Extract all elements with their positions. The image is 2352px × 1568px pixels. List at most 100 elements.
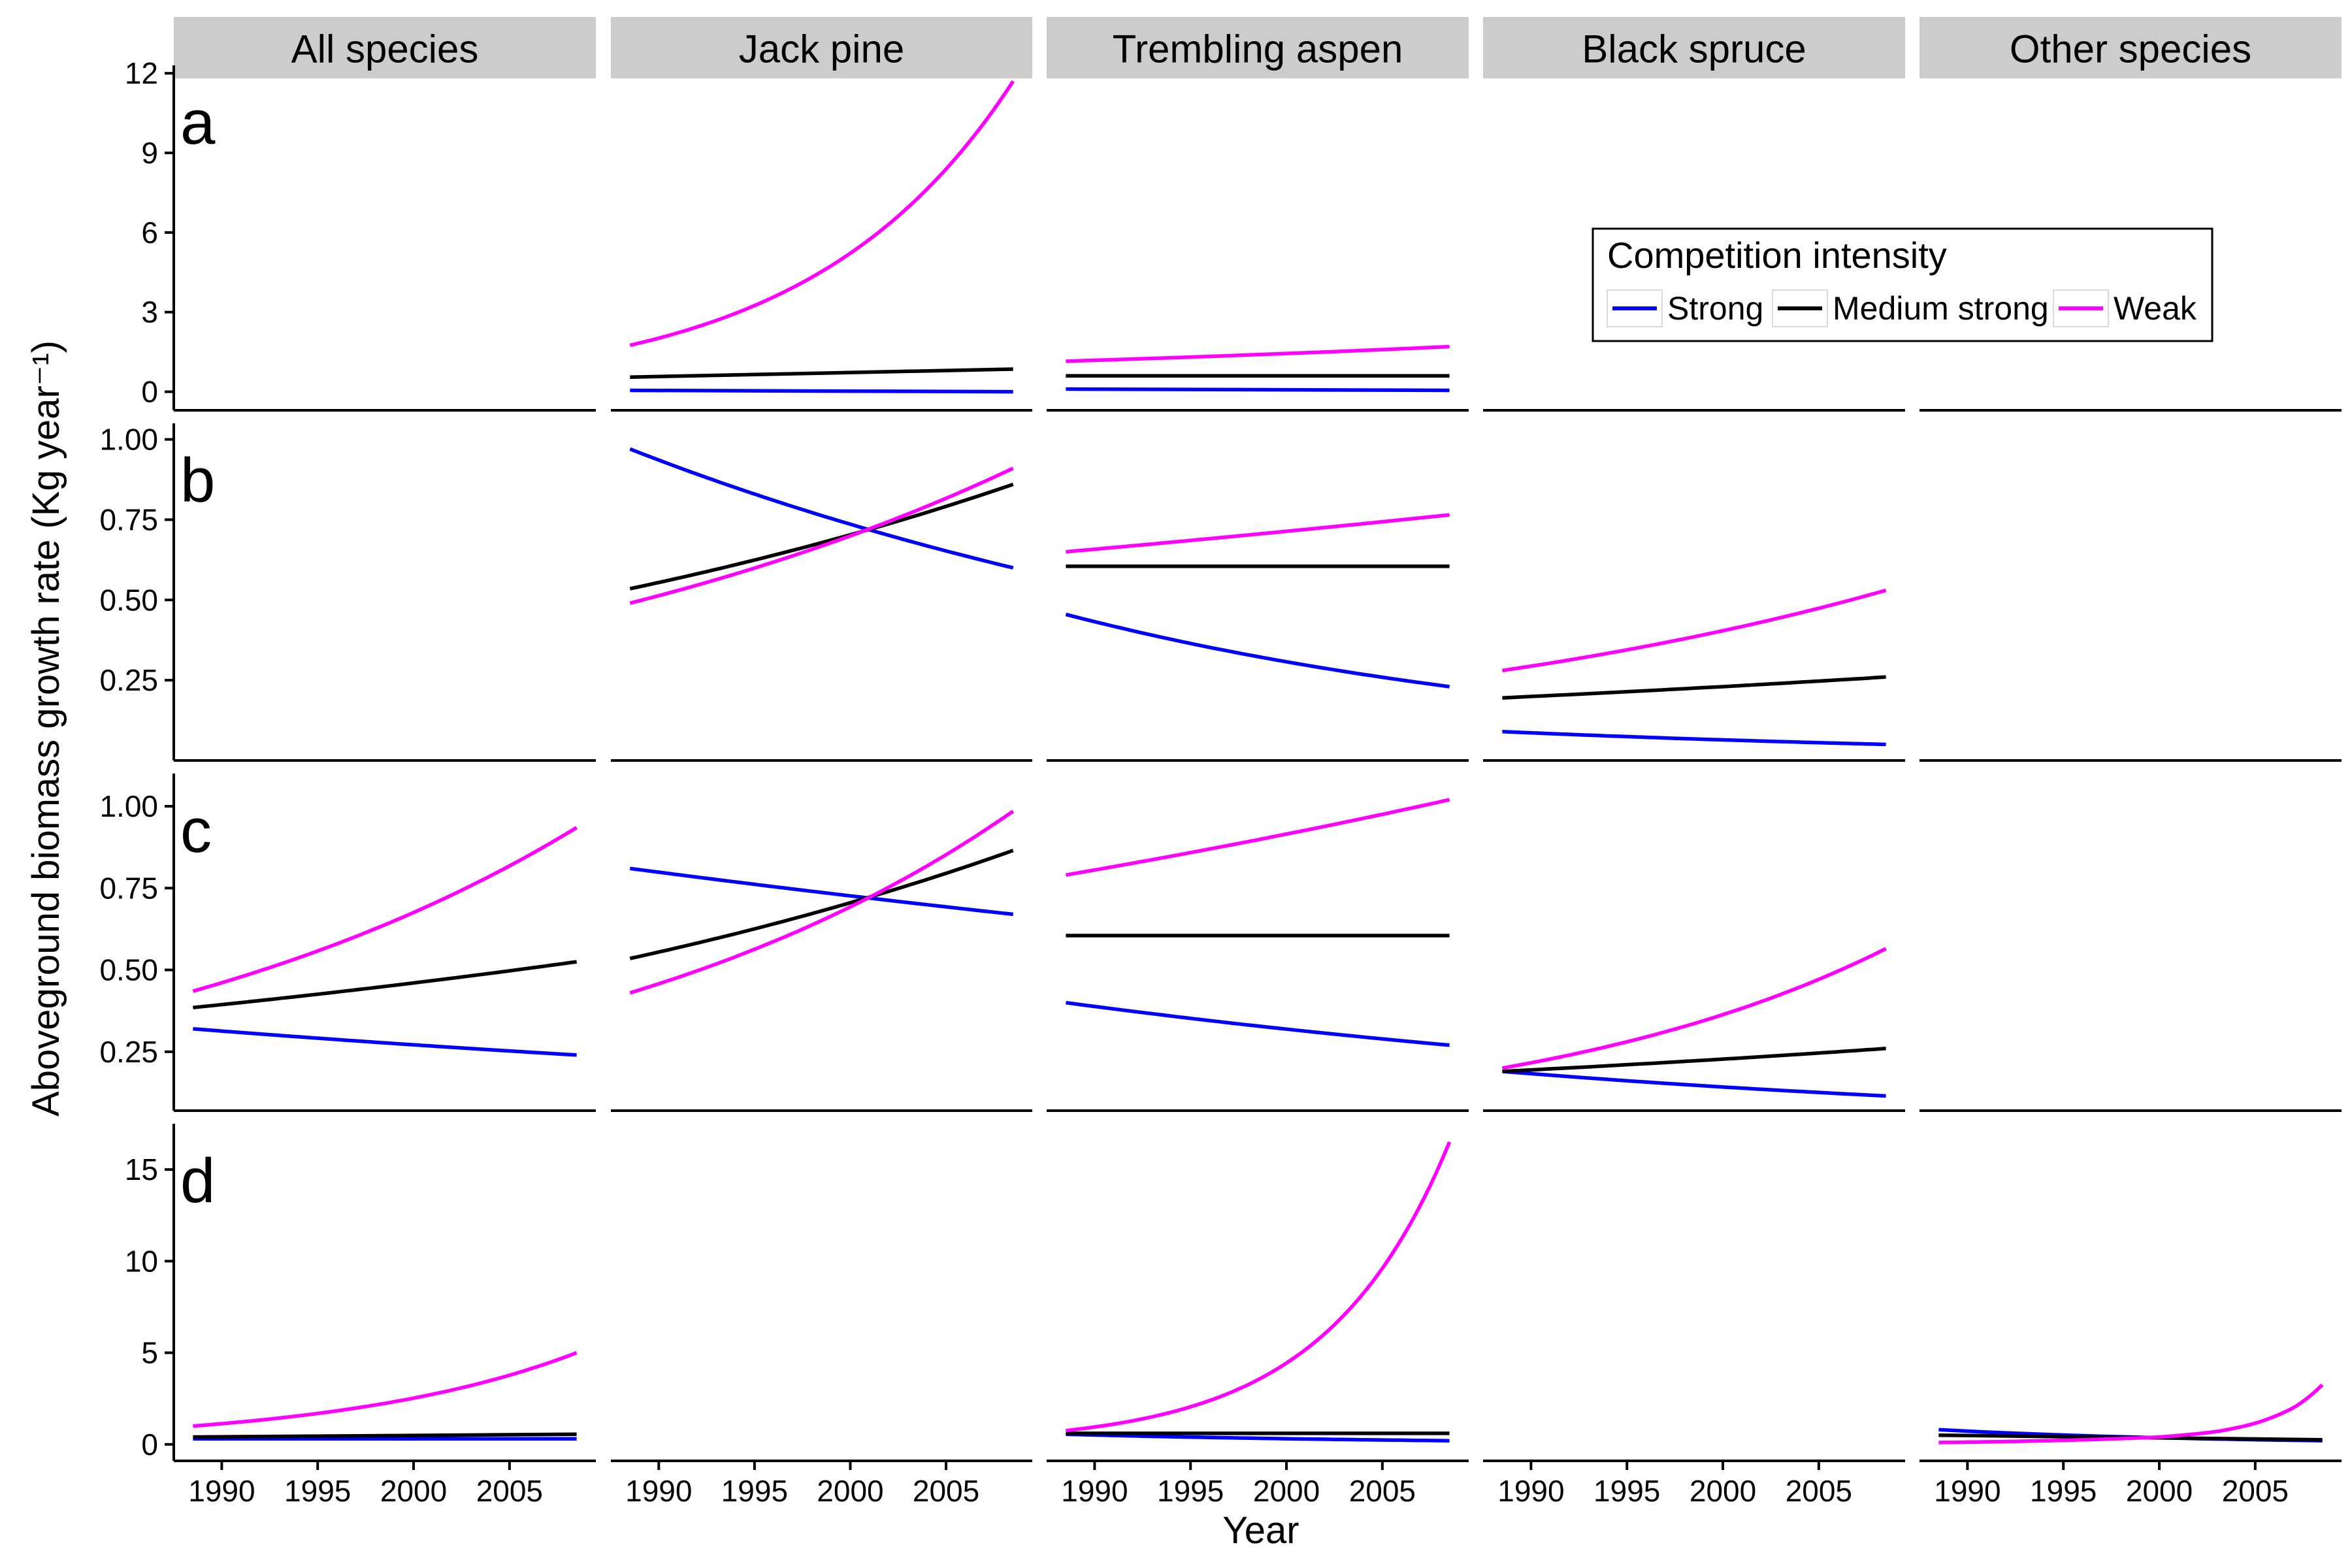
series-line-strong <box>1502 1070 1886 1098</box>
y-tick-label: 0.50 <box>99 583 158 617</box>
x-tick-label: 2005 <box>1349 1474 1416 1508</box>
panel-c-0 <box>174 826 596 1112</box>
facet-panels: a 0 3 6 9 12 b 0.25 0.50 0.75 1.00 c 0.25 0.50 0.75 1.0… <box>99 56 2342 1508</box>
x-tick-label: 2005 <box>1786 1474 1852 1508</box>
x-tick-label: 1990 <box>1061 1474 1128 1508</box>
y-tick-label: 12 <box>125 56 158 90</box>
y-tick-label: 5 <box>141 1336 158 1370</box>
x-tick-label: 1990 <box>188 1474 255 1508</box>
facet-strip-label: Other species <box>2010 27 2251 71</box>
y-tick-label: 10 <box>125 1244 158 1278</box>
panel-d-3: 1990 1995 2000 2005 <box>1483 1460 1905 1508</box>
y-tick-label: 0.75 <box>99 502 158 536</box>
panel-b-1 <box>611 447 1032 762</box>
series-line-weak <box>1501 588 1887 673</box>
facet-strip-label: Jack pine <box>739 27 904 71</box>
series-line-weak <box>1501 947 1887 1070</box>
y-axis: 0 3 6 9 12 <box>125 56 175 410</box>
x-tick-label: 1995 <box>2030 1474 2097 1508</box>
panel-a-1 <box>611 80 1032 412</box>
x-tick-label: 2005 <box>2222 1474 2289 1508</box>
legend-label-weak: Weak <box>2114 290 2197 327</box>
series-line-strong <box>1066 1000 1450 1047</box>
series-line-strong <box>193 1027 577 1057</box>
x-tick-label: 2000 <box>817 1474 883 1508</box>
x-tick-label: 2005 <box>476 1474 543 1508</box>
series-line-strong <box>1065 612 1450 689</box>
y-tick-label: 0.25 <box>99 663 158 697</box>
facet-strips: All species Jack pine Trembling aspen Black… <box>174 17 2342 78</box>
panel-c-1 <box>611 809 1032 1112</box>
series-line-medium <box>1502 1047 1886 1073</box>
y-tick-label: 0.75 <box>99 871 158 905</box>
legend-label-medium: Medium strong <box>1833 290 2049 327</box>
y-axis: 0 5 10 15 <box>125 1124 175 1462</box>
x-tick-label: 2005 <box>913 1474 979 1508</box>
series-line-weak <box>1066 1141 1452 1433</box>
x-tick-label: 1995 <box>1157 1474 1224 1508</box>
x-tick-label: 2000 <box>380 1474 447 1508</box>
facet-strip-bg <box>1047 17 1469 78</box>
x-tick-label: 2000 <box>1690 1474 1756 1508</box>
x-tick-label: 1990 <box>625 1474 692 1508</box>
facet-strip-bg <box>1919 17 2342 78</box>
legend-label-strong: Strong <box>1667 290 1763 327</box>
panel-d-1: 1990 1995 2000 2005 <box>611 1460 1032 1508</box>
facet-strip-label: Black spruce <box>1582 27 1806 71</box>
y-tick-label: 1.00 <box>99 789 158 823</box>
panel-letter: d <box>180 1146 215 1216</box>
panel-letter: a <box>180 88 216 157</box>
series-line-weak <box>1065 798 1450 877</box>
series-line-weak <box>629 466 1014 605</box>
y-tick-label: 1.00 <box>99 423 158 457</box>
facet-strip-bg <box>1483 17 1905 78</box>
series-line-strong <box>629 447 1014 570</box>
facet-strip-label: Trembling aspen <box>1113 27 1403 71</box>
series-line-medium <box>193 1432 577 1439</box>
panel-b-3 <box>1483 588 1905 762</box>
series-line-medium <box>193 960 577 1009</box>
series-line-weak <box>1938 1383 2324 1445</box>
panel-letter: c <box>180 796 212 866</box>
x-tick-label: 1995 <box>721 1474 788 1508</box>
series-line-weak <box>629 809 1015 995</box>
facet-row-a: a 0 3 6 9 12 <box>125 56 2342 412</box>
facet-row-c: c 0.25 0.50 0.75 1.00 <box>99 774 2342 1112</box>
facet-strip-bg <box>174 17 596 78</box>
series-line-weak <box>629 80 1015 348</box>
y-axis: 0.25 0.50 0.75 1.00 <box>99 423 175 760</box>
x-tick-label: 2000 <box>2126 1474 2193 1508</box>
panel-d-0: 1990 1995 2000 2005 <box>174 1350 596 1508</box>
legend-title: Competition intensity <box>1607 235 1947 276</box>
series-line-strong <box>1502 730 1886 747</box>
x-axis-title: Year <box>1222 1509 1299 1552</box>
x-tick-label: 1995 <box>1593 1474 1660 1508</box>
panel-letter: b <box>180 446 215 515</box>
y-tick-label: 0 <box>141 1428 158 1462</box>
y-axis: 0.25 0.50 0.75 1.00 <box>99 774 175 1111</box>
series-line-strong <box>1066 1432 1450 1443</box>
series-line-strong <box>629 866 1013 917</box>
series-line-medium <box>630 367 1013 379</box>
panel-c-3 <box>1483 947 1905 1112</box>
y-tick-label: 9 <box>141 136 158 170</box>
panel-a-2 <box>1047 344 1469 412</box>
series-line-medium <box>629 482 1014 591</box>
series-line-weak <box>1066 513 1450 554</box>
series-line-medium <box>1502 675 1886 700</box>
facet-strip-label: All species <box>291 27 479 71</box>
x-tick-label: 1990 <box>1934 1474 2001 1508</box>
series-line-strong <box>630 388 1013 394</box>
x-tick-label: 1990 <box>1497 1474 1564 1508</box>
panel-d-2: 1990 1995 2000 2005 <box>1047 1141 1469 1508</box>
y-tick-label: 0.25 <box>99 1035 158 1069</box>
y-tick-label: 0 <box>141 375 158 409</box>
legend: Competition intensity Strong Medium strong… <box>1592 227 2213 342</box>
x-tick-label: 2000 <box>1253 1474 1320 1508</box>
y-tick-label: 15 <box>125 1152 158 1186</box>
series-line-medium <box>629 849 1014 960</box>
y-axis-title: Aboveground biomass growth rate (Kg year… <box>25 340 67 1117</box>
series-line-strong <box>1066 387 1450 393</box>
y-tick-label: 3 <box>141 295 158 329</box>
